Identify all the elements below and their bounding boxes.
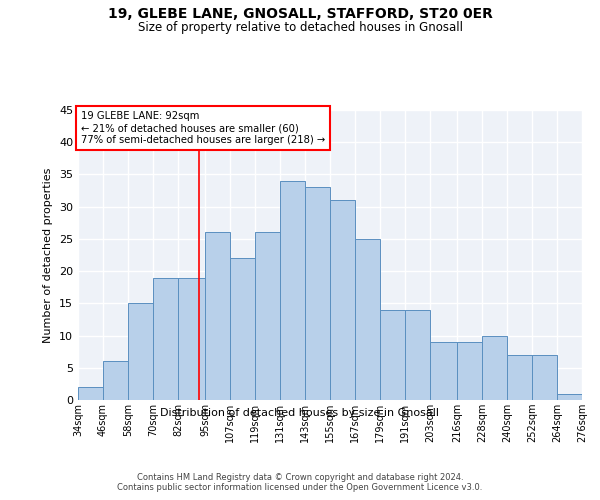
- Bar: [482, 336, 507, 400]
- Text: Size of property relative to detached houses in Gnosall: Size of property relative to detached ho…: [137, 21, 463, 34]
- Bar: [205, 232, 230, 400]
- Text: Distribution of detached houses by size in Gnosall: Distribution of detached houses by size …: [161, 408, 439, 418]
- Bar: [380, 310, 405, 400]
- Bar: [457, 342, 482, 400]
- Bar: [532, 355, 557, 400]
- Bar: [78, 387, 103, 400]
- Bar: [507, 355, 532, 400]
- Y-axis label: Number of detached properties: Number of detached properties: [43, 168, 53, 342]
- Bar: [255, 232, 280, 400]
- Bar: [557, 394, 582, 400]
- Text: Contains HM Land Registry data © Crown copyright and database right 2024.
Contai: Contains HM Land Registry data © Crown c…: [118, 473, 482, 492]
- Text: 19, GLEBE LANE, GNOSALL, STAFFORD, ST20 0ER: 19, GLEBE LANE, GNOSALL, STAFFORD, ST20 …: [107, 8, 493, 22]
- Bar: [178, 278, 205, 400]
- Bar: [280, 181, 305, 400]
- Bar: [305, 188, 330, 400]
- Bar: [330, 200, 355, 400]
- Bar: [128, 304, 153, 400]
- Bar: [430, 342, 457, 400]
- Bar: [230, 258, 255, 400]
- Bar: [103, 362, 128, 400]
- Bar: [355, 239, 380, 400]
- Text: 19 GLEBE LANE: 92sqm
← 21% of detached houses are smaller (60)
77% of semi-detac: 19 GLEBE LANE: 92sqm ← 21% of detached h…: [80, 112, 325, 144]
- Bar: [153, 278, 178, 400]
- Bar: [405, 310, 430, 400]
